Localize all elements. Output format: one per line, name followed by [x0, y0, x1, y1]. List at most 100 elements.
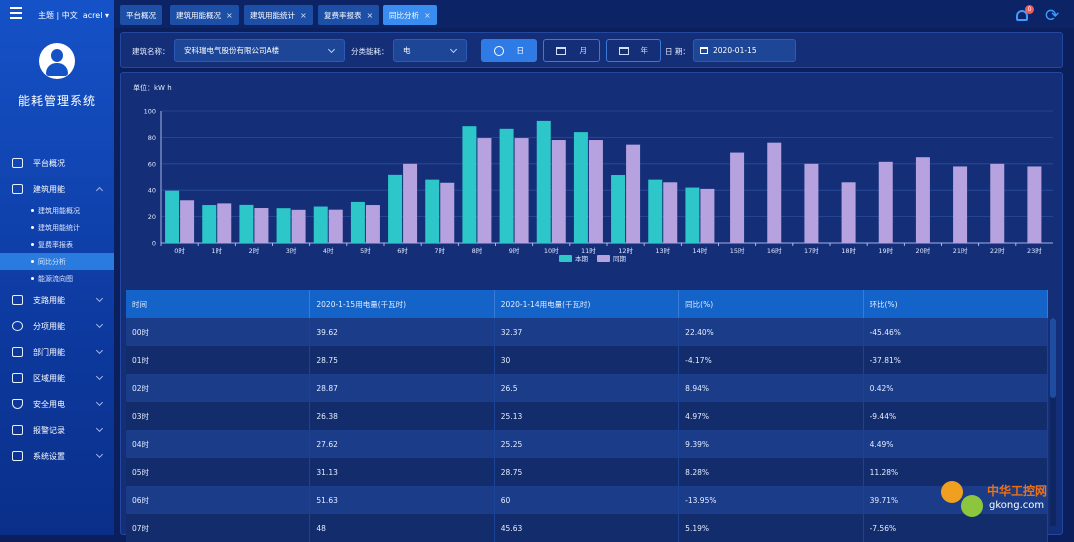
column-header[interactable]: 2020-1-15用电量(千瓦时) [310, 290, 495, 318]
table-cell: 32.37 [495, 318, 680, 346]
sidebar-item-area[interactable]: 区域用能 [0, 365, 114, 391]
table-scrollbar[interactable] [1050, 318, 1056, 526]
bar-current [276, 208, 291, 243]
month-button[interactable]: 月 [543, 39, 600, 62]
bar-previous [700, 188, 715, 243]
x-tick-label: 2时 [249, 246, 260, 255]
column-header[interactable]: 时间 [126, 290, 311, 318]
sidebar-subitem-building-overview[interactable]: 建筑用能概况 [0, 202, 114, 219]
menu-toggle-icon[interactable] [10, 7, 22, 19]
sidebar-subitem-building-stats[interactable]: 建筑用能统计 [0, 219, 114, 236]
chevron-up-icon [95, 186, 104, 195]
sidebar-item-category[interactable]: 分项用能 [0, 313, 114, 339]
day-button[interactable]: 日 [481, 39, 537, 62]
bar-current [648, 179, 663, 243]
bar-current [202, 205, 217, 243]
watermark-title: 中华工控网 [987, 484, 1048, 498]
date-input[interactable]: 2020-01-15 [693, 39, 796, 62]
bar-current [239, 204, 254, 243]
sidebar-item-department[interactable]: 部门用能 [0, 339, 114, 365]
table-cell: -37.81% [864, 346, 1048, 374]
gauge-icon [12, 321, 23, 331]
column-header[interactable]: 同比(%) [679, 290, 864, 318]
x-tick-label: 0时 [174, 246, 185, 255]
sidebar-subitem-yoy-analysis[interactable]: 同比分析 [0, 253, 114, 270]
tab-building-overview[interactable]: 建筑用能概况 × [170, 5, 239, 25]
table-row: 03时 26.38 25.13 4.97% -9.44% [126, 402, 1048, 430]
bar-previous [953, 166, 968, 243]
sidebar-item-alarm[interactable]: 报警记录 [0, 417, 114, 443]
table-cell: 06时 [126, 486, 311, 514]
table-cell: 39.71% [864, 486, 1048, 514]
sidebar-item-safety[interactable]: 安全用电 [0, 391, 114, 417]
table-cell: 5.19% [679, 514, 864, 542]
scrollbar-thumb[interactable] [1050, 318, 1056, 398]
sidebar-item-settings[interactable]: 系统设置 [0, 443, 114, 469]
x-tick-label: 11时 [581, 246, 596, 255]
y-tick-label: 100 [144, 108, 156, 116]
close-icon[interactable]: × [366, 10, 374, 20]
tab-platform[interactable]: 平台概况 [120, 5, 162, 25]
sidebar-subitem-rate-report[interactable]: 复费率报表 [0, 236, 114, 253]
bar-previous [588, 140, 603, 243]
category-select[interactable]: 电 [393, 39, 467, 62]
bar-current [536, 120, 551, 243]
bar-previous [180, 200, 195, 243]
sidebar-item-branch[interactable]: 支路用能 [0, 287, 114, 313]
y-tick-label: 0 [152, 240, 156, 248]
building-icon [12, 184, 23, 194]
notification-badge: 0 [1025, 5, 1034, 14]
clock-icon [494, 45, 504, 56]
sidebar-item-platform[interactable]: 平台概况 [0, 150, 114, 176]
bar-previous [328, 209, 343, 243]
table-cell: 45.63 [495, 514, 680, 542]
close-icon[interactable]: × [424, 10, 431, 20]
area-icon [12, 373, 23, 383]
sidebar-item-building[interactable]: 建筑用能 [0, 176, 114, 202]
building-select[interactable]: 安科瑞电气股份有限公司A楼 [174, 39, 345, 62]
bar-current [499, 128, 514, 243]
table-cell: 11.28% [864, 458, 1048, 486]
bar-previous [841, 182, 856, 243]
bar-current [425, 179, 440, 243]
column-header[interactable]: 环比(%) [864, 290, 1048, 318]
table-row: 04时 27.62 25.25 9.39% 4.49% [126, 430, 1048, 458]
close-icon[interactable]: × [300, 10, 307, 20]
tab-rate-report[interactable]: 复费率报表 × [318, 5, 380, 25]
x-tick-label: 23时 [1027, 246, 1042, 255]
yoy-bar-chart: 0 20 40 60 80 100 0时 1时 2时 3时 4时 5时 6时 7时 8时 9时 10时 11时 12… [144, 108, 1053, 263]
table-cell: 30 [495, 346, 680, 374]
chevron-down-icon [327, 45, 336, 54]
x-tick-label: 22时 [990, 246, 1005, 255]
tab-building-stats[interactable]: 建筑用能统计 × [244, 5, 313, 25]
bar-current [462, 126, 477, 243]
chevron-down-icon [95, 398, 104, 407]
tab-yoy-analysis[interactable]: 同比分析 × [383, 5, 437, 25]
table-cell: 31.13 [310, 458, 495, 486]
x-tick-label: 17时 [804, 246, 819, 255]
x-tick-label: 5时 [360, 246, 371, 255]
bell-icon[interactable]: 0 [1015, 5, 1034, 23]
table-row: 06时 51.63 60 -13.95% 39.71% [126, 486, 1048, 514]
year-button[interactable]: 年 [606, 39, 661, 62]
table-cell: 07时 [126, 514, 311, 542]
monitor-icon [12, 158, 23, 168]
bar-previous [990, 163, 1005, 243]
department-icon [12, 347, 23, 357]
legend-swatch [559, 255, 572, 262]
x-tick-label: 9时 [509, 246, 520, 255]
theme-language-switch[interactable]: 主题 | 中文 acrel ▾ [38, 11, 109, 20]
x-tick-label: 8时 [472, 246, 483, 255]
watermark: 中华工控网 gkong.com [935, 477, 1065, 527]
calendar-icon [700, 47, 708, 54]
user-menu[interactable]: acrel [82, 11, 103, 20]
close-icon[interactable]: × [226, 10, 233, 20]
x-tick-label: 4时 [323, 246, 334, 255]
table-row: 07时 48 45.63 5.19% -7.56% [126, 514, 1048, 542]
document-icon [12, 425, 23, 435]
sidebar-subitem-energy-flow[interactable]: 能源流向图 [0, 270, 114, 287]
refresh-icon[interactable]: ⟳ [1045, 6, 1060, 26]
chart-unit: 单位：kW h [133, 84, 172, 92]
settings-icon [12, 451, 23, 461]
column-header[interactable]: 2020-1-14用电量(千瓦时) [495, 290, 680, 318]
